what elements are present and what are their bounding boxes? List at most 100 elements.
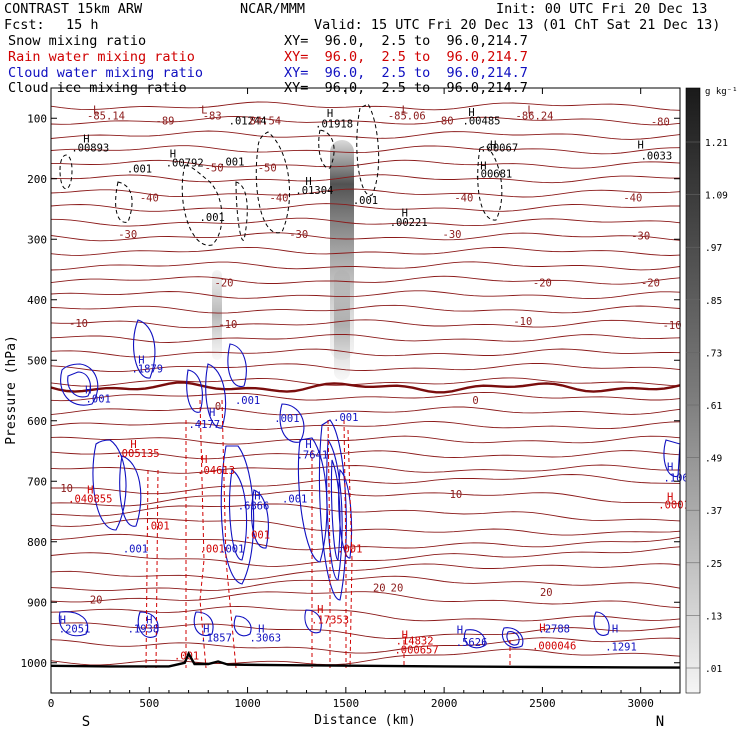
x-tick-label: 0 [48, 697, 55, 710]
contour-label: .2788 [538, 624, 570, 636]
surface-pressure-line [50, 651, 681, 669]
isotherm-line [50, 290, 681, 300]
cloud-water-contour [330, 459, 341, 561]
snow-contour [59, 154, 73, 190]
cloud-water-contour [205, 363, 227, 429]
isotherm-line [50, 232, 681, 242]
colorbar: g kg⁻¹ 1.21 1.09 .97 .85 .73 .61 .49 .37 .25 .13.… [685, 87, 738, 694]
rain-contour [327, 419, 331, 668]
isotherm-line [50, 130, 681, 140]
contour-label: 84.54 [249, 115, 281, 127]
colorbar-label: .85 [705, 296, 722, 307]
contour-label: -86.24 [516, 111, 554, 123]
isotherm-line [50, 637, 681, 654]
cloud-water-contour [326, 438, 343, 581]
isotherm-line [50, 435, 681, 445]
contour-label: .001 [282, 493, 307, 505]
colorbar-label: 1.21 [705, 138, 728, 149]
colorbar-label: .61 [705, 401, 722, 412]
isotherm-line [50, 101, 681, 111]
contour-label: .001 [353, 195, 378, 207]
contour-label: .001 [200, 544, 225, 556]
contour-label: .1857 [200, 633, 232, 645]
contour-label: .6866 [238, 501, 270, 513]
contour-label: 0 [472, 395, 478, 407]
contour-label: -40 [623, 193, 642, 205]
cloud-water-contour [229, 469, 248, 561]
contour-label: -50 [205, 163, 224, 175]
y-tick-label: 300 [27, 233, 47, 246]
isotherm-line [50, 246, 681, 256]
snow-contour [356, 103, 380, 196]
contour-label: -89 [156, 115, 175, 127]
y-tick-label: 200 [27, 173, 47, 186]
contour-label: H [305, 176, 311, 188]
contour-label: .4177 [188, 419, 220, 431]
contour-label: 10 [60, 483, 73, 495]
cloud-water-contour [58, 611, 88, 637]
x-axis-title: Distance (km) [314, 713, 416, 728]
cloud-water-contour [338, 468, 353, 559]
isotherm-line [50, 450, 681, 460]
contour-label: -80 [651, 117, 670, 129]
isotherm-line [50, 377, 681, 387]
x-tick-label: 3000 [627, 697, 654, 710]
isotherm-line [50, 116, 681, 126]
snow-contour [115, 181, 133, 223]
contour-label: H [60, 614, 66, 626]
isotherm-line [50, 275, 681, 285]
isotherm-line [50, 518, 681, 536]
contour-label: H [146, 614, 152, 626]
contour-label: L [201, 104, 207, 116]
cloud-water-contour [464, 629, 486, 649]
contour-label: .1879 [131, 363, 163, 375]
legend-cloud-water-name: Cloud water mixing ratio [8, 65, 204, 81]
contour-label: .14832 [396, 636, 434, 648]
contour-label: H [170, 149, 176, 161]
isotherm-line [50, 563, 681, 581]
rain-contour [221, 399, 237, 669]
model-title: CONTRAST 15km ARW [4, 1, 143, 17]
y-tick-label: 1000 [21, 657, 48, 670]
contour-label: 10 [450, 489, 463, 501]
cloud-water-contour [193, 611, 214, 636]
cloud-water-contour [133, 319, 156, 379]
isotherm-line [50, 406, 681, 416]
isotherm-line [50, 217, 681, 227]
cloud-water-contour [593, 611, 610, 636]
contour-label: 20 [373, 582, 386, 594]
cloud-water-contour [502, 627, 524, 648]
contour-label: .00067 [480, 143, 518, 155]
contour-label: .001 [333, 412, 358, 424]
ice-plume-layer [212, 140, 354, 380]
rain-contour [347, 429, 353, 669]
cloud-water-contour [186, 369, 203, 413]
contour-label: -20 [533, 277, 552, 289]
contour-label: -30 [443, 229, 462, 241]
isotherm-line [51, 474, 681, 495]
colorbar-label: .25 [705, 559, 722, 570]
contour-label: H [638, 140, 644, 152]
colorbar-label: .49 [705, 454, 722, 465]
contour-label: -10 [663, 320, 682, 332]
contour-label: .5626 [456, 637, 488, 649]
legend-rain-xy: XY= 96.0, 2.5 to 96.0,214.7 [284, 49, 528, 65]
cloud-water-contours [58, 319, 681, 649]
contour-label: .00792 [166, 158, 204, 170]
y-tick-label: 900 [27, 596, 47, 609]
fcst-label: Fcst: [4, 17, 45, 33]
contour-label: .001 [219, 156, 244, 168]
cloud-water-contour [304, 609, 322, 634]
fcst-value: 15 h [66, 17, 99, 33]
org-label: NCAR/MMM [240, 1, 306, 17]
isotherm-line [50, 489, 681, 507]
rain-contour [343, 419, 347, 668]
x-tick-label: 1500 [333, 697, 360, 710]
isotherm-zero [50, 381, 681, 394]
y-tick-label: 700 [27, 475, 47, 488]
contour-label: -20 [215, 277, 234, 289]
contour-label: -10 [69, 318, 88, 330]
contour-label: H [612, 624, 618, 636]
contour-label: -10 [513, 316, 532, 328]
